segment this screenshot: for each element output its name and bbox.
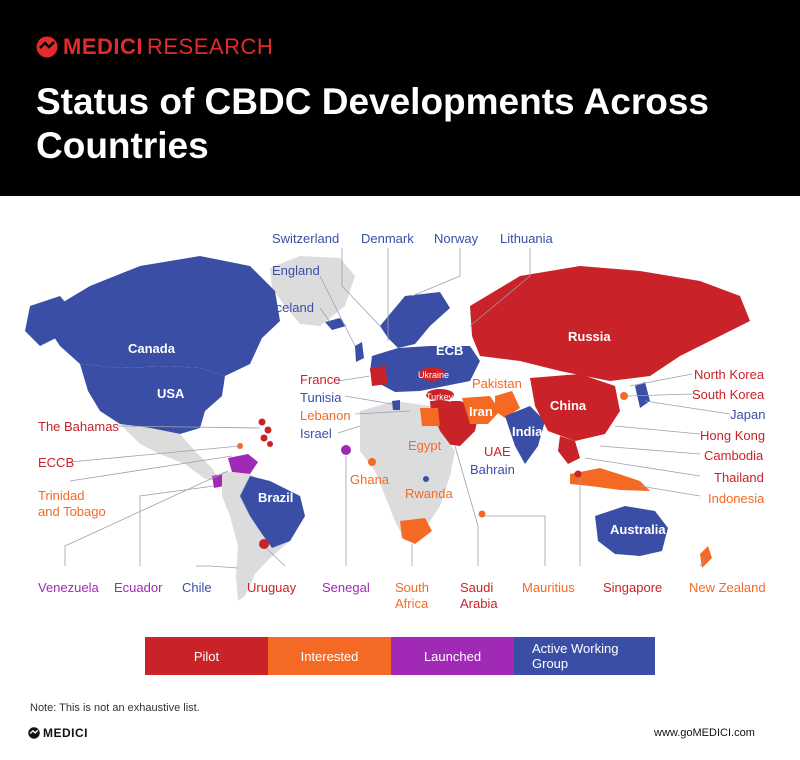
label-venezuela: Venezuela	[38, 580, 99, 595]
legend-launched-label: Launched	[423, 648, 482, 664]
legend-interested: Interested	[268, 637, 391, 675]
legend-interested-label: Interested	[300, 648, 359, 664]
legend-pilot: Pilot	[145, 637, 268, 675]
label-russia: Russia	[568, 329, 611, 344]
alaska-shape	[25, 296, 75, 346]
label-lithuania: Lithuania	[500, 231, 553, 246]
label-the-bahamas: The Bahamas	[38, 419, 119, 434]
brazil-shape	[240, 476, 305, 548]
label-indonesia: Indonesia	[708, 491, 765, 506]
label-uae: UAE	[484, 444, 511, 459]
label-trinidad-1: Trinidad	[38, 488, 85, 503]
world-map-graphic	[25, 248, 750, 601]
new-zealand-shape	[700, 546, 712, 568]
label-north-korea: North Korea	[694, 367, 765, 382]
ecuador-shape	[212, 474, 224, 488]
label-chile: Chile	[182, 580, 212, 595]
footer-brand: MEDICI	[28, 726, 88, 740]
russia-shape	[470, 266, 750, 381]
label-ecb: ECB	[436, 343, 464, 358]
label-turkey: Turkey	[426, 392, 454, 402]
page-title: Status of CBDC Developments Across Count…	[36, 81, 709, 166]
usa-shape	[80, 364, 225, 434]
venezuela-shape	[228, 454, 258, 474]
australia-shape	[595, 506, 668, 556]
footer-brand-name: MEDICI	[43, 726, 88, 740]
tunisia-shape	[392, 400, 400, 410]
label-brazil: Brazil	[258, 490, 294, 505]
africa-shape	[360, 401, 455, 541]
label-france: France	[300, 372, 341, 387]
china-shape	[530, 374, 620, 441]
legend-launched: Launched	[391, 637, 514, 675]
medici-logo-icon	[28, 727, 40, 739]
label-ghana: Ghana	[350, 472, 390, 487]
legend-pilot-label: Pilot	[193, 648, 220, 664]
iran-shape	[462, 396, 500, 424]
label-canada: Canada	[128, 341, 175, 356]
label-trinidad-2: and Tobago	[38, 504, 106, 519]
legend-awg-label-1: Active Working	[532, 641, 619, 656]
label-lebanon: Lebanon	[300, 408, 351, 423]
label-iran: Iran	[469, 404, 493, 419]
label-bahrain: Bahrain	[470, 462, 515, 477]
label-denmark: Denmark	[361, 231, 414, 246]
label-norway: Norway	[434, 231, 479, 246]
label-israel: Israel	[300, 426, 332, 441]
header-banner: MEDICI RESEARCH Status of CBDC Developme…	[0, 0, 800, 196]
label-ecuador: Ecuador	[114, 580, 163, 595]
label-senegal: Senegal	[322, 580, 370, 595]
se-asia-shape	[558, 436, 580, 464]
label-pakistan: Pakistan	[472, 376, 522, 391]
iceland-shape	[325, 318, 346, 330]
label-south-africa-2: Africa	[395, 596, 429, 611]
label-cambodia: Cambodia	[704, 448, 764, 463]
footer-url: www.goMEDICI.com	[654, 727, 755, 739]
legend-awg-label-2: Group	[532, 656, 569, 671]
label-japan: Japan	[730, 407, 766, 422]
legend: Pilot Interested Launched Active Working…	[145, 637, 655, 675]
england-shape	[355, 342, 364, 362]
label-uruguay: Uruguay	[247, 580, 297, 595]
pakistan-shape	[495, 391, 520, 418]
label-switzerland: Switzerland	[272, 231, 340, 246]
brand-primary: MEDICI	[63, 34, 143, 59]
label-iceland: Iceland	[272, 300, 314, 315]
brand-secondary: RESEARCH	[147, 34, 274, 59]
label-ukraine: Ukraine	[418, 370, 450, 380]
south-africa-shape	[400, 518, 432, 544]
label-saudi-2: Arabia	[460, 596, 498, 611]
indonesia-shape	[570, 468, 650, 491]
label-tunisia: Tunisia	[300, 390, 342, 405]
egypt-shape	[420, 408, 440, 426]
brand-logo: MEDICI RESEARCH	[36, 34, 273, 60]
canada-shape	[40, 256, 280, 376]
label-usa: USA	[157, 386, 185, 401]
label-eccb: ECCB	[38, 455, 75, 470]
scandinavia-shape	[380, 292, 450, 348]
label-egypt: Egypt	[408, 438, 442, 453]
india-shape	[505, 406, 545, 464]
label-south-africa-1: South	[395, 580, 429, 595]
label-new-zealand: New Zealand	[689, 580, 766, 595]
label-england: England	[272, 263, 320, 278]
label-india: India	[512, 424, 543, 439]
label-singapore: Singapore	[603, 580, 663, 595]
label-hong-kong: Hong Kong	[700, 428, 766, 443]
footnote: Note: This is not an exhaustive list.	[30, 702, 200, 714]
france-shape	[370, 366, 388, 386]
label-rwanda: Rwanda	[405, 486, 453, 501]
label-mauritius: Mauritius	[522, 580, 575, 595]
label-australia: Australia	[610, 522, 666, 537]
label-china: China	[550, 398, 587, 413]
legend-active-working-group: Active Working Group	[514, 637, 655, 675]
label-south-korea: South Korea	[692, 387, 765, 402]
greenland-shape	[270, 256, 355, 326]
label-thailand: Thailand	[714, 470, 764, 485]
medici-logo-icon	[36, 36, 58, 58]
world-map: Switzerland Denmark Norway Lithuania Eng…	[0, 196, 800, 626]
label-saudi-1: Saudi	[460, 580, 494, 595]
